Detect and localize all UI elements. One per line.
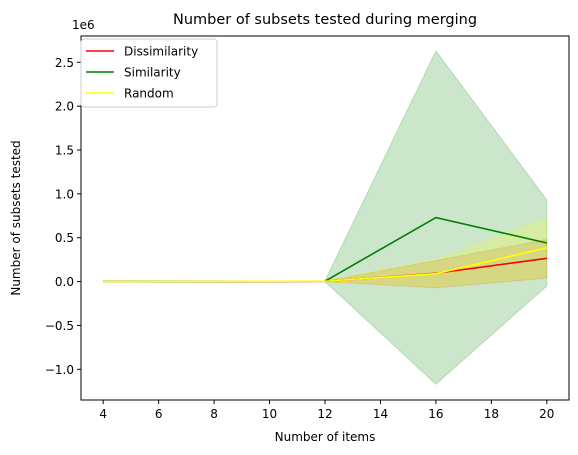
x-tick-label: 10 [262, 407, 277, 421]
x-tick-label: 4 [99, 407, 107, 421]
y-tick-label: 2.5 [55, 56, 74, 70]
x-tick-label: 18 [484, 407, 499, 421]
x-tick-label: 20 [539, 407, 554, 421]
x-tick-label: 14 [373, 407, 388, 421]
legend-box [80, 38, 218, 108]
legend-label-random: Random [124, 87, 174, 101]
y-tick-label: 2.0 [55, 100, 74, 114]
line-random [103, 247, 547, 283]
legend-label-similarity: Similarity [124, 66, 181, 80]
x-tick-label: 12 [317, 407, 332, 421]
y-tick-label: 1.5 [55, 144, 74, 158]
x-axis-ticks: 4 6 8 10 12 14 16 18 20 [99, 400, 554, 421]
chart-title: Number of subsets tested during merging [173, 12, 477, 28]
x-axis-label: Number of items [275, 430, 376, 444]
x-tick-label: 6 [155, 407, 163, 421]
y-tick-label: 1.0 [55, 187, 74, 201]
y-tick-label: −0.5 [45, 319, 74, 333]
x-tick-label: 16 [428, 407, 443, 421]
y-tick-label: −1.0 [45, 363, 74, 377]
series-lines [103, 216, 547, 283]
y-tick-label: 0.5 [55, 231, 74, 245]
y-axis-ticks: −1.0 −0.5 0.0 0.5 1.0 1.5 2.0 2.5 [45, 56, 81, 377]
legend-label-dissimilarity: Dissimilarity [124, 45, 198, 59]
legend: Dissimilarity Similarity Random [80, 38, 218, 108]
y-tick-label: 0.0 [55, 275, 74, 289]
x-tick-label: 8 [210, 407, 218, 421]
y-axis-offset-label: 1e6 [72, 18, 95, 32]
y-axis-label: Number of subsets tested [9, 140, 23, 295]
